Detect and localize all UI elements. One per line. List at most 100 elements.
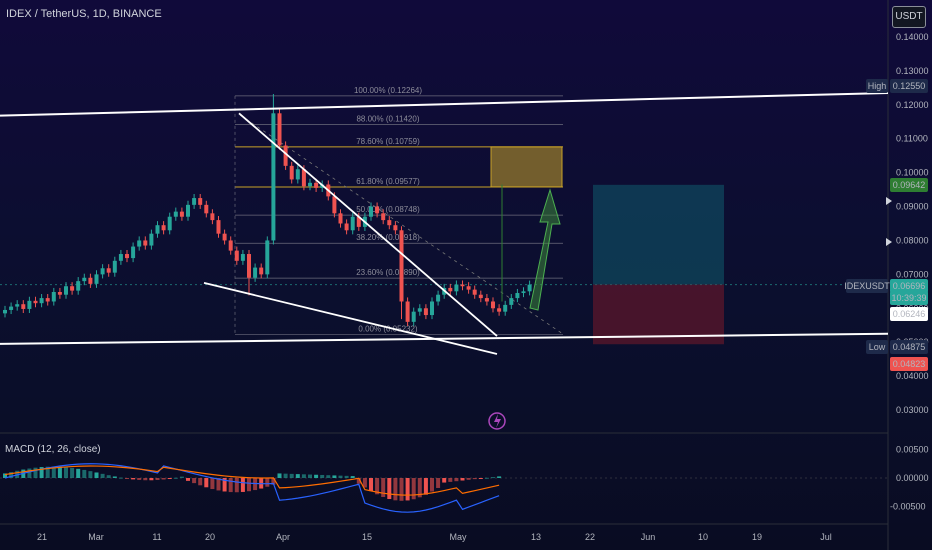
high-value: 0.12550 bbox=[893, 81, 926, 91]
time-axis-label: 15 bbox=[362, 532, 372, 542]
candle bbox=[271, 113, 276, 241]
high-value-bg bbox=[890, 79, 928, 93]
candle bbox=[521, 291, 526, 294]
price-tick-label: 0.03000 bbox=[896, 405, 929, 415]
fib-level-label: 23.60% (0.06890) bbox=[356, 268, 420, 277]
macd-histogram-bar bbox=[222, 478, 227, 492]
entry-value-badge-bg bbox=[890, 307, 928, 321]
macd-histogram-bar bbox=[326, 475, 331, 478]
candle bbox=[350, 216, 355, 231]
lightning-icon bbox=[488, 412, 506, 430]
fib-level-label: 88.00% (0.11420) bbox=[356, 114, 419, 123]
low-value-2: 0.04823 bbox=[893, 359, 926, 369]
time-axis-label: Mar bbox=[88, 532, 104, 542]
macd-histogram-bar bbox=[497, 476, 502, 478]
fib-level-label: 78.60% (0.10759) bbox=[356, 137, 420, 146]
macd-histogram-bar bbox=[131, 478, 136, 480]
entry-value-badge: 0.06246 bbox=[893, 309, 926, 319]
candle bbox=[527, 284, 532, 292]
risk-box bbox=[593, 284, 724, 345]
macd-histogram-bar bbox=[51, 466, 56, 478]
candle bbox=[179, 211, 184, 217]
macd-histogram-bar bbox=[143, 478, 148, 481]
candle bbox=[491, 301, 495, 309]
candle bbox=[497, 308, 502, 312]
candle bbox=[210, 213, 215, 221]
chart-title: IDEX / TetherUS, 1D, BINANCE bbox=[6, 8, 162, 20]
price-tick-label: 0.10000 bbox=[896, 168, 929, 178]
candle bbox=[228, 240, 233, 251]
target-value-badge-bg bbox=[890, 178, 928, 192]
low-label: Low bbox=[869, 342, 886, 352]
fib-level-label: 38.20% (0.07918) bbox=[356, 233, 420, 242]
macd-histogram-bar bbox=[88, 471, 93, 478]
target-zone bbox=[490, 146, 563, 188]
countdown-badge-bg bbox=[890, 291, 928, 305]
candle bbox=[381, 213, 386, 221]
candle bbox=[100, 268, 105, 275]
macd-histogram-bar bbox=[289, 473, 294, 478]
macd-histogram-bar bbox=[64, 467, 68, 478]
macd-histogram-bar bbox=[295, 474, 300, 478]
candle bbox=[289, 165, 294, 180]
macd-histogram-bar bbox=[478, 478, 483, 479]
macd-histogram-bar bbox=[173, 477, 178, 479]
fib-level-label: 0.00% (0.05232) bbox=[358, 324, 417, 333]
price-tick-label: 0.04000 bbox=[896, 371, 929, 381]
macd-histogram-bar bbox=[362, 478, 367, 488]
macd-histogram-bar bbox=[216, 478, 221, 491]
macd-histogram-bar bbox=[405, 478, 410, 501]
high-label: High bbox=[868, 81, 887, 91]
macd-histogram-bar bbox=[57, 466, 62, 478]
macd-line bbox=[4, 463, 500, 513]
candle bbox=[118, 254, 123, 261]
macd-histogram-bar bbox=[393, 478, 398, 501]
candle bbox=[387, 220, 392, 226]
candle bbox=[173, 211, 178, 217]
candle bbox=[204, 204, 209, 214]
time-axis-label: Apr bbox=[276, 532, 290, 542]
price-tick-label: 0.14000 bbox=[896, 32, 929, 42]
candle bbox=[393, 225, 398, 231]
time-axis-label: 20 bbox=[205, 532, 215, 542]
macd-tick-label: 0.00000 bbox=[896, 473, 929, 483]
low-value: 0.04875 bbox=[893, 342, 926, 352]
macd-histogram-bar bbox=[9, 472, 14, 478]
candle bbox=[222, 233, 227, 241]
candle bbox=[247, 254, 251, 278]
wedge-upper-line bbox=[238, 112, 498, 337]
countdown-badge: 10:39:39 bbox=[891, 293, 926, 303]
candle bbox=[509, 298, 514, 305]
macd-histogram-bar bbox=[149, 478, 154, 481]
candle bbox=[369, 206, 373, 217]
macd-histogram-bar bbox=[125, 478, 129, 479]
upper-channel-line bbox=[0, 91, 889, 117]
macd-histogram-bar bbox=[350, 476, 355, 478]
candle bbox=[417, 308, 422, 312]
macd-histogram-bar bbox=[472, 478, 477, 480]
macd-histogram-bar bbox=[204, 478, 209, 488]
candle bbox=[484, 298, 489, 302]
wedge-lower-line bbox=[203, 281, 498, 355]
macd-histogram-bar bbox=[198, 478, 203, 486]
candle bbox=[375, 206, 380, 214]
candle bbox=[33, 300, 38, 304]
candle bbox=[9, 306, 14, 310]
candle bbox=[515, 293, 520, 299]
high-label-bg bbox=[866, 79, 888, 93]
candle bbox=[94, 274, 99, 284]
macd-histogram-bar bbox=[271, 478, 276, 485]
currency-button[interactable]: USDT bbox=[892, 6, 926, 28]
candle bbox=[51, 291, 56, 302]
candle bbox=[15, 304, 20, 307]
macd-histogram-bar bbox=[430, 478, 434, 492]
candle bbox=[423, 308, 428, 316]
macd-histogram-bar bbox=[240, 478, 245, 492]
low-value-bg bbox=[890, 340, 928, 354]
price-tick-label: 0.07000 bbox=[896, 269, 929, 279]
candle bbox=[149, 233, 154, 246]
macd-histogram-bar bbox=[332, 475, 337, 478]
candle bbox=[332, 196, 337, 214]
